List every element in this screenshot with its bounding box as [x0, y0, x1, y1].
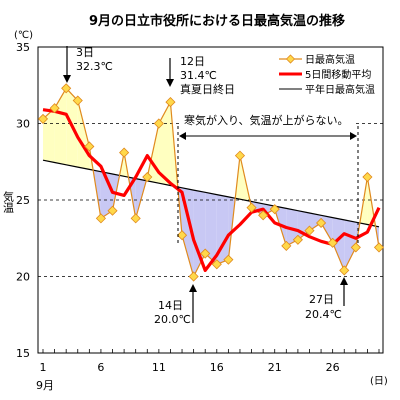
legend-label-daily: 日最高気温 — [305, 53, 355, 66]
x-tick-label-1: 1 — [40, 361, 47, 374]
fill-above-normal — [43, 108, 55, 163]
x-tick-label-11: 11 — [152, 361, 166, 374]
legend: 日最高気温 5日間移動平均 平年日最高気温 — [276, 50, 380, 98]
fill-below-normal — [286, 208, 298, 246]
data-point-day-21 — [269, 204, 280, 215]
data-point-day-23 — [292, 234, 303, 245]
x-tick-label-16: 16 — [210, 361, 224, 374]
annotation-day12-arrowhead — [166, 79, 174, 87]
period-note: 寒気が入り、気温が上がらない。 — [184, 113, 349, 127]
fill-below-normal — [309, 213, 322, 231]
period-arrowhead-right — [350, 132, 357, 140]
series-line-daily — [42, 87, 380, 279]
data-point-day-14 — [188, 271, 199, 282]
fill-below-normal — [205, 192, 217, 265]
annotation-day27-temp: 20.4℃ — [305, 308, 342, 321]
data-point-day-10 — [142, 171, 153, 183]
data-point-day-6 — [95, 213, 106, 224]
annotation-day12-temp: 31.4℃ — [180, 69, 217, 82]
data-point-day-25 — [316, 217, 327, 229]
fill-below-normal — [251, 201, 264, 216]
fill-below-normal — [216, 194, 229, 265]
data-point-day-29 — [362, 171, 373, 183]
annotation-day12-day: 12日 — [180, 55, 205, 68]
data-point-day-19 — [246, 202, 257, 213]
data-point-day-17 — [223, 254, 234, 265]
y-axis-label: 気温 — [2, 190, 15, 213]
series-line-normal — [42, 159, 380, 228]
y-unit-label: (℃) — [14, 30, 33, 41]
data-point-day-27 — [339, 265, 350, 276]
y-tick-label-35: 35 — [16, 41, 30, 54]
annotation-day14-temp: 20.0℃ — [154, 313, 191, 326]
fill-above-normal — [77, 100, 90, 170]
data-point-day-12 — [165, 97, 176, 108]
x-tick-label-26: 26 — [326, 361, 340, 374]
period-arrowhead-left — [179, 132, 186, 140]
data-point-day-3 — [61, 83, 72, 94]
fill-below-normal — [344, 219, 356, 271]
data-point-day-30 — [373, 242, 385, 253]
annotation-day12-note: 真夏日終日 — [180, 82, 235, 96]
data-point-day-7 — [107, 205, 118, 216]
annotation-day3-arrowhead — [63, 75, 71, 83]
legend-label-moving-average: 5日間移動平均 — [305, 68, 371, 81]
annotation-day3-temp: 32.3℃ — [76, 60, 113, 73]
data-point-day-18 — [234, 150, 246, 161]
data-point-day-1 — [37, 113, 49, 124]
annotation-day14-arrowhead — [189, 284, 197, 292]
data-point-day-15 — [200, 248, 211, 259]
legend-marker-daily — [285, 54, 296, 64]
fill-below-normal — [332, 217, 345, 271]
x-unit-label: (日) — [370, 376, 388, 387]
period-note-box — [182, 110, 354, 128]
data-point-day-24 — [304, 225, 315, 236]
data-point-day-8 — [119, 147, 130, 158]
x-tick-label-21: 21 — [268, 361, 282, 374]
fill-above-normal — [54, 88, 67, 165]
plot-frame — [37, 46, 384, 354]
annotation-day3-day: 3日 — [76, 46, 94, 59]
annotation-day27-arrowhead — [340, 277, 348, 285]
data-point-day-13 — [176, 230, 188, 241]
data-point-day-11 — [153, 118, 164, 129]
annotation-day14-day: 14日 — [158, 299, 183, 312]
legend-label-normal: 平年日最高気温 — [305, 83, 375, 96]
annotations: 3日 32.3℃ 12日 31.4℃ 真夏日終日 寒気が入り、気温が上がらない。… — [63, 46, 359, 326]
y-tick-label-20: 20 — [16, 271, 30, 284]
x-tick-label-6: 6 — [97, 361, 104, 374]
data-point-day-16 — [211, 259, 222, 270]
y-tick-label-25: 25 — [16, 194, 30, 207]
month-label: 9月 — [36, 379, 54, 392]
data-point-day-5 — [84, 141, 95, 152]
data-point-day-9 — [130, 213, 141, 224]
data-point-day-4 — [72, 95, 83, 106]
series-line-moving-average — [42, 108, 381, 272]
y-tick-label-15: 15 — [16, 347, 30, 360]
y-tick-label-30: 30 — [16, 118, 30, 131]
annotation-day27-day: 27日 — [309, 293, 334, 306]
series-lines — [42, 87, 381, 279]
data-point-day-26 — [327, 237, 338, 248]
data-point-day-2 — [49, 103, 60, 114]
data-point-day-22 — [281, 240, 292, 251]
data-point-day-28 — [350, 242, 361, 253]
chart-title: 9月の日立市役所における日最高気温の推移 — [89, 13, 345, 29]
data-point-day-20 — [258, 210, 269, 221]
series-markers — [37, 83, 385, 282]
